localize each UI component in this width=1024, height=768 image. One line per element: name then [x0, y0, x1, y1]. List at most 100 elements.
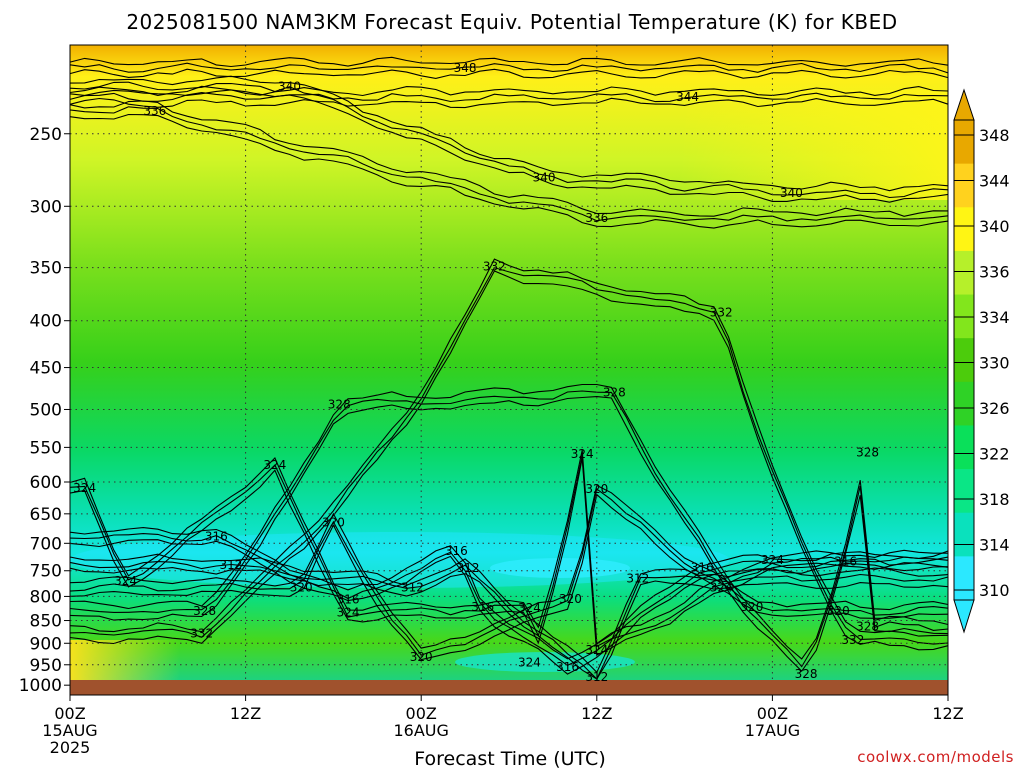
contour-label: 324	[263, 458, 286, 472]
contour-label: 312	[457, 561, 480, 575]
colorbar-swatch	[954, 469, 974, 514]
contour-label: 340	[278, 80, 301, 94]
isotherm-line	[69, 266, 949, 645]
isotherm-line	[69, 396, 949, 673]
contour-label: 316	[445, 544, 468, 558]
warm-surface-patch	[70, 640, 180, 680]
contour-label: 316	[691, 561, 714, 575]
colorbar-tick-label: 314	[979, 536, 1010, 555]
isotherm-line	[69, 527, 949, 660]
isotherm-line	[69, 81, 949, 199]
isotherm-line	[69, 62, 949, 74]
x-tick-label: 12Z	[230, 704, 261, 723]
isotherm-line	[69, 68, 949, 79]
contour-label: 332	[841, 633, 864, 647]
contour-label: 312	[220, 558, 243, 572]
colorbar-swatch	[954, 250, 974, 296]
y-tick-label: 800	[30, 587, 62, 607]
y-tick-label: 850	[30, 612, 62, 632]
contour-label: 340	[780, 186, 803, 200]
contour-label: 348	[454, 61, 477, 75]
isotherm-line	[69, 383, 949, 660]
cold-core-center	[490, 558, 630, 578]
contour-label: 336	[143, 104, 166, 118]
y-tick-label: 1000	[19, 676, 62, 696]
isotherm-line	[69, 97, 949, 109]
contour-label: 332	[710, 306, 733, 320]
contour-label: 320	[559, 592, 582, 606]
contour-label: 324	[518, 601, 541, 615]
chart-title: 2025081500 NAM3KM Forecast Equiv. Potent…	[126, 10, 897, 34]
contour-label: 324	[337, 605, 360, 619]
contour-label: 328	[193, 604, 216, 618]
contour-label: 320	[585, 482, 608, 496]
colorbar-swatch	[954, 207, 974, 252]
contour-label: 320	[827, 604, 850, 618]
contour-label: 316	[556, 660, 579, 674]
isotherm-line	[69, 56, 949, 68]
isotherm-line	[69, 553, 949, 674]
contour-label: 340	[533, 170, 556, 184]
y-tick-label: 650	[30, 505, 62, 525]
y-tick-label: 400	[30, 312, 62, 332]
colorbar-tick-label: 340	[979, 217, 1010, 236]
colorbar-tick-label: 330	[979, 354, 1010, 373]
colorbar-swatch	[954, 338, 974, 383]
ground-strip	[70, 680, 948, 695]
contour-label: 312	[626, 572, 649, 586]
y-tick-label: 700	[30, 534, 62, 554]
contour-label: 328	[856, 620, 879, 634]
y-axis: 2503003504004505005506006507007508008509…	[19, 125, 70, 696]
isotherm-line	[69, 75, 949, 192]
contour-label: 324	[710, 580, 733, 594]
contour-label: 336	[585, 211, 608, 225]
isotherm-line	[69, 488, 949, 656]
y-tick-label: 750	[30, 562, 62, 582]
contour-label: 316	[834, 555, 857, 569]
contour-lines	[69, 56, 949, 680]
contour-label: 324	[585, 643, 608, 657]
colorbar-swatch	[954, 163, 974, 208]
colorbar-swatch	[954, 512, 974, 557]
y-tick-label: 550	[30, 438, 62, 458]
isotherm-line	[69, 390, 949, 668]
isotherm-line	[69, 270, 949, 651]
x-tick-label: 00Z	[757, 704, 788, 723]
y-tick-label: 500	[30, 400, 62, 420]
x-tick-label: 00Z	[54, 704, 85, 723]
x-tick-label: 12Z	[581, 704, 612, 723]
isotherm-line	[69, 458, 949, 656]
colorbar-swatch	[954, 556, 974, 601]
contour-label: 328	[603, 385, 626, 399]
contour-label: 316	[337, 592, 360, 606]
isotherm-line	[69, 561, 949, 680]
isotherm-line	[69, 85, 949, 97]
contour-label: 312	[585, 670, 608, 684]
colorbar-top-arrow	[953, 88, 975, 121]
x-tick-label: 2025	[50, 738, 91, 757]
grid-lines	[69, 45, 949, 686]
isotherm-line	[69, 484, 949, 649]
isotherm-line	[69, 113, 949, 229]
contour-label: 324	[761, 553, 784, 567]
contour-label: 312	[401, 580, 424, 594]
y-tick-label: 600	[30, 473, 62, 493]
isotherm-line	[69, 258, 949, 637]
colorbar-tick-label: 336	[979, 263, 1010, 282]
colorbar-swatch	[954, 381, 974, 426]
colorbar-swatch	[954, 120, 974, 165]
isotherm-line	[69, 100, 949, 217]
isotherm-line	[69, 92, 949, 103]
contour-label: 316	[205, 529, 228, 543]
colorbar-swatch	[954, 425, 974, 470]
contour-label: 324	[73, 481, 96, 495]
y-tick-label: 450	[30, 359, 62, 379]
x-tick-label: 00Z	[406, 704, 437, 723]
contour-label: 324	[518, 655, 541, 669]
y-tick-label: 950	[30, 656, 62, 676]
y-tick-label: 250	[30, 125, 62, 145]
y-tick-label: 900	[30, 634, 62, 654]
